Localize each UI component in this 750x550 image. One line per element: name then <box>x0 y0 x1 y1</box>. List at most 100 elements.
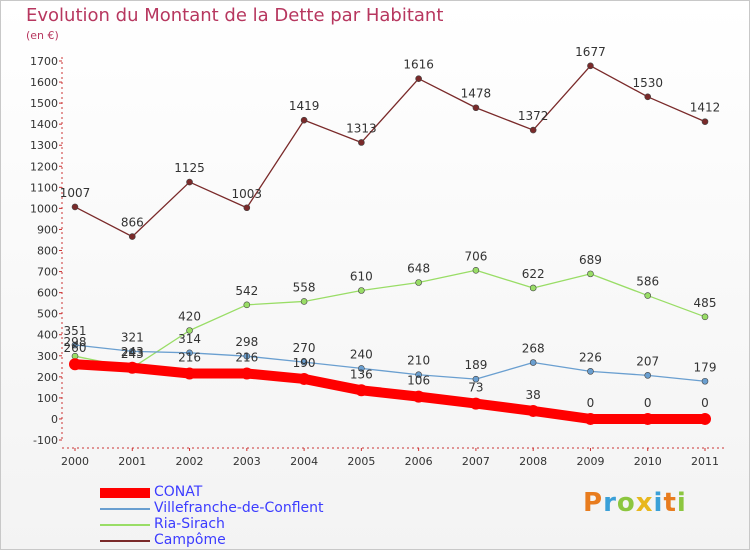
y-tick-label: 800 <box>37 245 58 258</box>
data-label-conat: 73 <box>468 381 483 395</box>
y-tick-label: 700 <box>37 266 58 279</box>
data-label-conat: 136 <box>350 367 373 381</box>
x-tick-label: 2011 <box>691 455 719 468</box>
data-point-conat <box>699 412 711 425</box>
data-label-camp-me: 866 <box>121 216 144 230</box>
y-tick-label: 400 <box>37 329 58 342</box>
data-point-camp-me <box>243 204 251 212</box>
data-point-camp-me <box>128 233 136 240</box>
data-label-conat: 0 <box>701 396 709 410</box>
data-point-camp-me <box>186 178 193 186</box>
data-label-camp-me: 1007 <box>60 186 91 200</box>
data-label-ria-sirach: 706 <box>464 249 487 263</box>
data-label-ria-sirach: 298 <box>64 335 87 349</box>
data-point-camp-me <box>701 118 709 125</box>
data-label-camp-me: 1530 <box>632 76 663 90</box>
legend-swatch-villefranche <box>100 508 150 510</box>
y-tick-label: 1100 <box>30 181 58 194</box>
data-label-camp-me: 1125 <box>174 161 205 175</box>
x-tick-label: 2009 <box>576 455 604 468</box>
data-label-camp-me: 1003 <box>232 187 263 201</box>
chart-title: Evolution du Montant de la Dette par Hab… <box>26 5 444 26</box>
x-tick-label: 2003 <box>233 455 261 468</box>
series-layer <box>69 62 711 425</box>
data-label-ria-sirach: 558 <box>293 280 316 294</box>
y-tick-label: 600 <box>37 287 58 300</box>
data-point-conat <box>126 361 139 374</box>
x-tick-label: 2001 <box>118 455 146 468</box>
x-tick-label: 2008 <box>519 455 547 468</box>
data-point-camp-me <box>529 126 537 134</box>
chart-axes: -100010020030040050060070080090010001100… <box>30 55 725 468</box>
data-point-camp-me <box>300 116 308 124</box>
data-label-villefranche-de-conflent: 268 <box>522 342 545 356</box>
data-point-ria-sirach <box>243 301 251 309</box>
legend-label-campome: Campôme <box>154 532 226 548</box>
x-tick-label: 2004 <box>290 455 318 468</box>
data-point-villefranche-de-conflent <box>701 377 709 385</box>
data-point-camp-me <box>358 139 365 146</box>
series-line-camp-me <box>74 65 706 238</box>
data-point-ria-sirach <box>587 270 594 278</box>
legend-label-conat: CONAT <box>154 484 203 500</box>
data-label-conat: 0 <box>644 396 652 410</box>
data-label-camp-me: 1419 <box>289 99 320 113</box>
data-point-camp-me <box>587 62 594 70</box>
y-tick-label: 0 <box>51 413 58 426</box>
data-label-villefranche-de-conflent: 351 <box>64 324 87 338</box>
y-tick-label: 100 <box>37 392 58 405</box>
legend-label-villefranche: Villefranche-de-Conflent <box>154 500 324 516</box>
data-label-conat: 216 <box>178 350 201 364</box>
data-point-villefranche-de-conflent <box>644 372 652 379</box>
legend-swatch-ria-sirach <box>100 524 150 526</box>
data-label-conat: 260 <box>64 341 87 355</box>
data-label-villefranche-de-conflent: 321 <box>121 330 144 344</box>
data-label-ria-sirach: 610 <box>350 270 373 284</box>
data-label-villefranche-de-conflent: 226 <box>579 350 602 364</box>
legend-swatch-campome <box>100 540 150 542</box>
y-tick-label: 1600 <box>30 76 58 89</box>
data-label-conat: 216 <box>235 350 258 364</box>
y-tick-label: 900 <box>37 223 58 236</box>
y-tick-label: 300 <box>37 350 58 363</box>
data-label-camp-me: 1313 <box>346 121 377 135</box>
y-tick-label: 1300 <box>30 139 58 152</box>
data-label-camp-me: 1372 <box>518 109 549 123</box>
data-label-villefranche-de-conflent: 270 <box>293 341 316 355</box>
data-label-camp-me: 1616 <box>403 58 434 72</box>
y-tick-label: 1000 <box>30 202 58 215</box>
data-point-ria-sirach <box>472 266 480 274</box>
data-point-conat <box>355 384 368 397</box>
data-label-ria-sirach: 542 <box>235 284 258 298</box>
data-point-conat <box>240 367 253 380</box>
x-tick-label: 2000 <box>61 455 89 468</box>
data-point-camp-me <box>644 93 652 101</box>
x-tick-label: 2002 <box>176 455 204 468</box>
series-line-ria-sirach <box>74 269 706 369</box>
data-point-conat <box>527 404 540 417</box>
data-label-ria-sirach: 648 <box>407 262 430 276</box>
y-tick-label: -100 <box>33 434 58 447</box>
data-label-conat: 106 <box>407 374 430 388</box>
data-label-villefranche-de-conflent: 298 <box>235 335 258 349</box>
data-point-conat <box>641 412 654 425</box>
data-labels-layer: 1007 866 1125 1003 1419 1313 1616 1478 1372 1677 1… <box>60 45 721 410</box>
data-point-ria-sirach <box>529 284 537 292</box>
data-point-ria-sirach <box>300 298 308 305</box>
series-line-conat <box>70 359 710 424</box>
x-tick-label: 2010 <box>634 455 662 468</box>
data-point-camp-me <box>472 104 480 112</box>
data-point-villefranche-de-conflent <box>128 348 136 355</box>
data-point-camp-me <box>415 75 422 82</box>
data-label-villefranche-de-conflent: 210 <box>407 354 430 368</box>
data-label-villefranche-de-conflent: 240 <box>350 347 373 361</box>
data-point-ria-sirach <box>358 287 365 294</box>
data-point-villefranche-de-conflent <box>300 358 308 366</box>
data-label-ria-sirach: 586 <box>636 275 659 289</box>
data-point-villefranche-de-conflent <box>587 368 594 375</box>
y-tick-label: 1200 <box>30 160 58 173</box>
data-point-villefranche-de-conflent <box>415 371 422 379</box>
y-tick-label: 200 <box>37 371 58 384</box>
